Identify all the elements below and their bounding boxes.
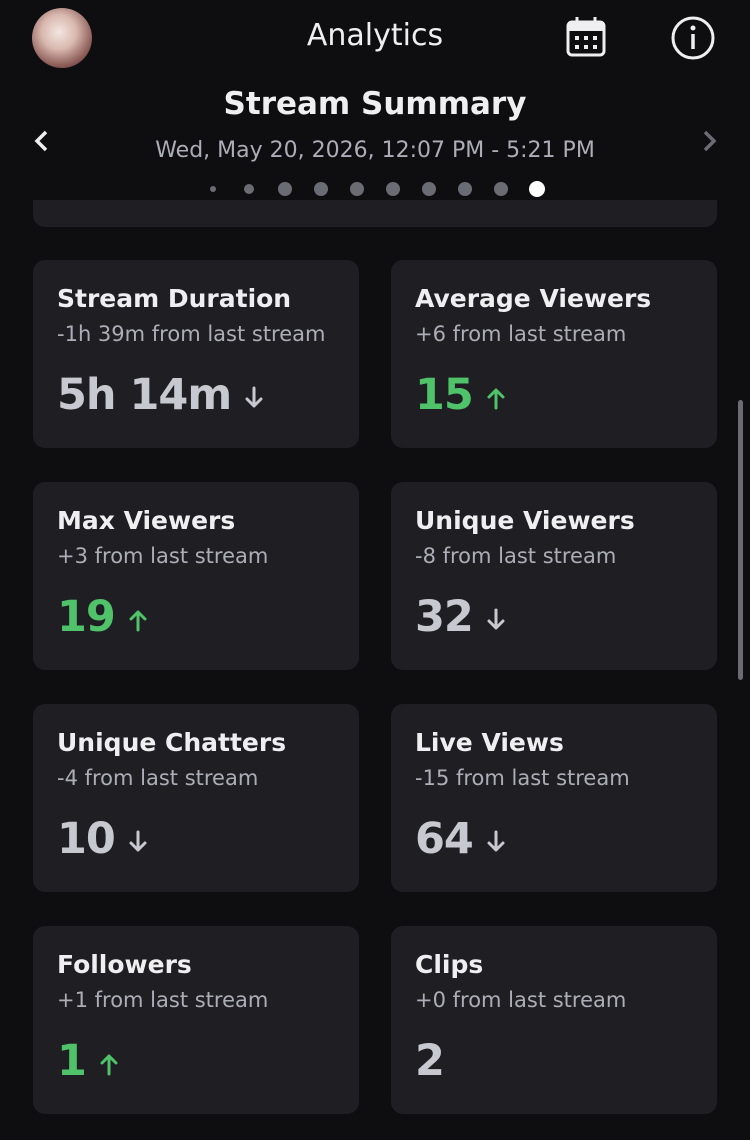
stat-card: Followers +1 from last stream 1 <box>33 926 359 1114</box>
header-title: Analytics <box>306 18 444 53</box>
icon-part <box>568 22 604 31</box>
stat-card: Unique Viewers -8 from last stream 32 <box>391 482 717 670</box>
trend-arrow-down <box>129 830 147 852</box>
trend-arrow-down <box>487 608 505 630</box>
page-dots <box>210 181 545 197</box>
card-title: Live Views <box>415 728 564 757</box>
card-delta: +0 from last stream <box>415 988 627 1012</box>
icon-part <box>575 36 597 49</box>
card-value: 19 <box>57 592 116 642</box>
next-button[interactable] <box>698 128 722 154</box>
stat-card: Live Views -15 from last stream 64 <box>391 704 717 892</box>
card-delta: -4 from last stream <box>57 766 259 790</box>
arrow-path <box>245 386 263 408</box>
avatar[interactable] <box>32 8 92 68</box>
summary-date: Wed, May 20, 2026, 12:07 PM - 5:21 PM <box>155 138 595 163</box>
card-value: 10 <box>57 814 116 864</box>
stat-card: Average Viewers +6 from last stream 15 <box>391 260 717 448</box>
arrow-path <box>487 388 505 410</box>
page-dot[interactable] <box>210 186 216 192</box>
card-delta: -8 from last stream <box>415 544 617 568</box>
card-value: 2 <box>415 1036 445 1086</box>
trend-arrow-down <box>245 386 263 408</box>
trend-arrow-up <box>129 610 147 632</box>
trend-arrow-down <box>487 830 505 852</box>
stat-card: Stream Duration -1h 39m from last stream 5… <box>33 260 359 448</box>
scrollbar <box>738 400 743 680</box>
icon-part <box>671 16 715 60</box>
page-dot[interactable] <box>386 182 400 196</box>
trend-arrow-up <box>487 388 505 410</box>
stat-card: Max Viewers +3 from last stream 19 <box>33 482 359 670</box>
page-dot[interactable] <box>458 182 472 196</box>
summary-title: Stream Summary <box>223 86 527 122</box>
page-dot[interactable] <box>314 182 328 196</box>
info-icon[interactable] <box>670 15 716 61</box>
page-dot[interactable] <box>350 182 364 196</box>
arrow-path <box>129 610 147 632</box>
chevron <box>703 130 717 152</box>
icon-part <box>690 25 696 31</box>
card-title: Followers <box>57 950 192 979</box>
card-delta: +6 from last stream <box>415 322 627 346</box>
page-dot[interactable] <box>494 182 508 196</box>
card-delta: -15 from last stream <box>415 766 630 790</box>
stat-card: Clips +0 from last stream 2 <box>391 926 717 1114</box>
stat-card: Unique Chatters -4 from last stream 10 <box>33 704 359 892</box>
calendar-icon[interactable] <box>565 16 607 58</box>
card-title: Unique Viewers <box>415 506 635 535</box>
card-delta: +3 from last stream <box>57 544 269 568</box>
card-value: 5h 14m <box>57 370 232 420</box>
card-title: Max Viewers <box>57 506 236 535</box>
card-value: 64 <box>415 814 474 864</box>
card-value: 32 <box>415 592 474 642</box>
card-value: 1 <box>57 1036 87 1086</box>
card-title: Average Viewers <box>415 284 652 313</box>
prev-button[interactable] <box>30 128 54 154</box>
arrow-path <box>100 1054 118 1076</box>
card-title: Stream Duration <box>57 284 292 313</box>
arrow-path <box>129 830 147 852</box>
page-dot[interactable] <box>244 184 254 194</box>
card-value: 15 <box>415 370 474 420</box>
card-title: Unique Chatters <box>57 728 287 757</box>
previous-card-edge <box>33 200 717 227</box>
arrow-path <box>487 830 505 852</box>
page-dot[interactable] <box>278 182 292 196</box>
arrow-path <box>487 608 505 630</box>
card-delta: +1 from last stream <box>57 988 269 1012</box>
page-dot[interactable] <box>422 182 436 196</box>
chevron <box>34 130 48 152</box>
card-delta: -1h 39m from last stream <box>57 322 326 346</box>
page-dot-active[interactable] <box>529 181 545 197</box>
trend-arrow-up <box>100 1054 118 1076</box>
card-title: Clips <box>415 950 484 979</box>
